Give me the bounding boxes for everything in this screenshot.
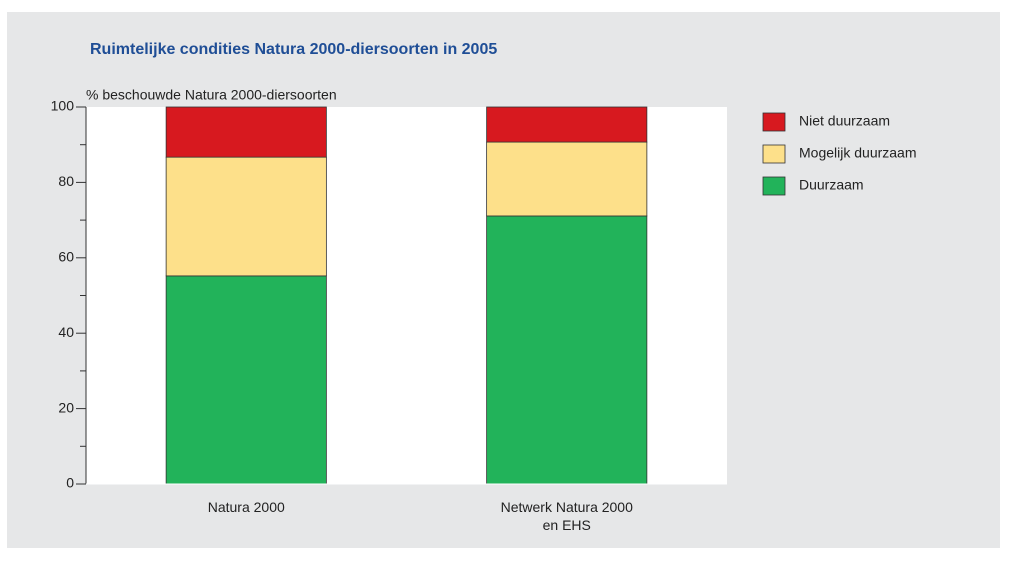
y-tick-label: 60	[58, 249, 74, 265]
y-tick-label: 100	[51, 98, 75, 114]
bar-segment	[486, 106, 648, 143]
y-tick-label: 40	[58, 324, 74, 340]
chart-title: Ruimtelijke condities Natura 2000-dierso…	[90, 41, 497, 58]
bar-segment	[486, 215, 648, 485]
legend-label: Niet duurzaam	[799, 113, 890, 129]
bar-segment	[165, 106, 327, 158]
legend-swatch	[762, 112, 786, 132]
x-tick-label: Netwerk Natura 2000 en EHS	[500, 499, 633, 533]
legend-label: Duurzaam	[799, 177, 864, 193]
y-tick-label: 20	[58, 399, 74, 415]
legend-swatch	[762, 144, 786, 164]
bar-segment	[165, 156, 327, 277]
bar-segment	[486, 141, 648, 217]
x-tick-label: Natura 2000	[207, 499, 285, 515]
legend-swatch	[762, 176, 786, 196]
y-axis-label: % beschouwde Natura 2000-diersoorten	[86, 87, 337, 103]
y-tick-label: 0	[66, 475, 74, 491]
legend-label: Mogelijk duurzaam	[799, 145, 917, 161]
y-tick-label: 80	[58, 173, 74, 189]
bar-segment	[165, 275, 327, 485]
